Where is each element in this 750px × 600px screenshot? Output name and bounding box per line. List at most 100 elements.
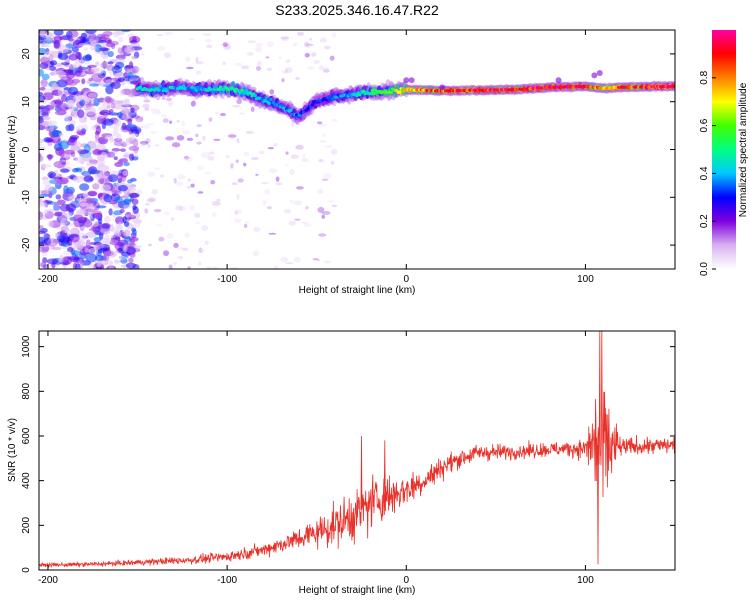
spectrogram-noise-blob [94,254,104,262]
spectrogram-noise-blob [305,206,309,210]
spectrogram-noise-blob [128,145,140,151]
spectrogram-noise-blob [95,205,107,209]
spectrogram-noise-blob [159,174,165,178]
spectrogram-ridge-core [369,91,373,95]
spectrogram-noise-blob [317,206,325,213]
spectrogram-noise-blob [184,232,190,238]
x-tick-label: 0 [403,575,409,586]
spectrogram-noise-blob [57,235,66,243]
spectrogram-ridge-core [211,90,216,94]
chart-title: S233.2025.346.16.47.R22 [275,2,439,18]
spectrogram-noise-blob [107,104,118,108]
spectrogram-ridge-core [151,85,156,89]
spectrogram-noise-blob [157,46,166,51]
spectrogram-noise-blob [39,196,43,203]
spectrogram-noise-blob [162,118,169,123]
spectrogram-noise-blob [87,191,97,197]
spectrogram-noise-blob [61,256,73,266]
spectrogram-noise-blob [79,183,90,191]
spectrogram-noise-blob [119,89,125,96]
spectrogram-noise-blob [91,73,103,83]
spectrogram-noise-blob [154,167,161,171]
spectrogram-noise-blob [143,94,149,100]
spectrogram-noise-blob [181,248,186,251]
spectrogram-noise-blob [156,224,163,227]
spectrogram-noise-blob [316,188,324,194]
spectrogram-noise-blob [122,170,128,176]
spectrogram-ridge-core [190,85,194,89]
spectrogram-noise-blob [105,177,110,184]
spectrogram-noise-blob [330,148,338,155]
spectrogram-noise-blob [113,259,121,264]
spectrogram-noise-blob [151,188,159,195]
spectrogram-noise-blob [144,202,150,206]
spectrogram-noise-blob [95,61,100,66]
spectrogram-noise-blob [331,204,338,208]
spectrogram-noise-blob [304,41,310,47]
spectrogram-ridge-cell [403,77,410,84]
spectrogram-noise-blob [188,204,195,211]
spectrogram-y-ticks: -20 -10 0 10 20 [21,48,675,252]
spectrogram-noise-blob [155,144,160,147]
spectrogram-noise-blob [129,80,141,85]
spectrogram-noise-blob [318,233,327,237]
spectrogram-noise-blob [161,113,167,118]
spectrogram-noise-blob [108,109,114,114]
spectrogram-noise-blob [53,202,60,210]
spectrogram-ridge-core [194,88,199,92]
spectrogram-noise-blob [88,227,100,232]
spectrogram-noise-blob [258,150,265,155]
spectrogram-noise-blob [176,120,180,123]
spectrogram-noise-blob [116,173,124,181]
x-tick-label: 100 [577,575,594,586]
spectrogram-noise-blob [51,246,62,251]
spectrogram-noise-blob [187,266,191,269]
spectrogram-noise-blob [247,40,256,44]
spectrogram-noise-blob [60,93,67,103]
spectrogram-noise-blob [56,199,66,205]
spectrogram-noise-blob [166,233,174,239]
spectrogram-noise-blob [74,72,81,77]
spectrogram-noise-blob [109,137,114,143]
spectrogram-noise-blob [39,142,43,147]
spectrogram-noise-blob [198,247,203,254]
spectrogram-noise-blob [72,262,78,269]
spectrogram-noise-blob [172,261,178,266]
spectrogram-noise-blob [285,151,289,155]
spectrogram-noise-blob [181,120,186,127]
spectrogram-noise-blob [230,162,234,169]
spectrogram-noise-blob [145,123,154,126]
spectrogram-noise-blob [89,115,97,121]
spectrogram-noise-blob [225,43,231,49]
spectrogram-noise-blob [39,138,45,143]
spectrogram-noise-blob [156,109,162,115]
spectrogram-noise-blob [41,120,53,127]
spectrogram-noise-blob [39,47,47,56]
spectrogram-noise-blob [57,87,64,97]
spectrogram-noise-blob [122,244,128,253]
spectrogram-noise-blob [257,61,262,66]
spectrogram-noise-blob [85,231,97,238]
spectrogram-noise-blob [83,47,88,52]
snr-x-label: Height of straight line (km) [299,585,416,596]
spectrogram-noise-blob [208,151,215,155]
spectrogram-noise-blob [55,194,62,200]
spectrogram-noise-blob [222,44,232,50]
spectrogram-noise-blob [244,221,250,224]
spectrogram-noise-blob [93,97,100,107]
spectrogram-noise-blob [123,237,132,243]
spectrogram-noise-blob [110,43,116,50]
spectrogram-noise-blob [252,250,260,257]
spectrogram-ridge-core [267,101,272,106]
spectrogram-noise-blob [302,153,306,160]
spectrogram-noise-blob [68,123,75,132]
spectrogram-noise-blob [156,33,164,37]
spectrogram-noise-blob [123,229,131,237]
spectrogram-noise-blob [89,169,100,175]
spectrogram-noise-blob [76,198,88,202]
spectrogram-noise-blob [65,203,77,213]
spectrogram-noise-blob [65,71,76,80]
spectrogram-noise-blob [103,250,114,257]
spectrogram-noise-blob [105,97,115,104]
